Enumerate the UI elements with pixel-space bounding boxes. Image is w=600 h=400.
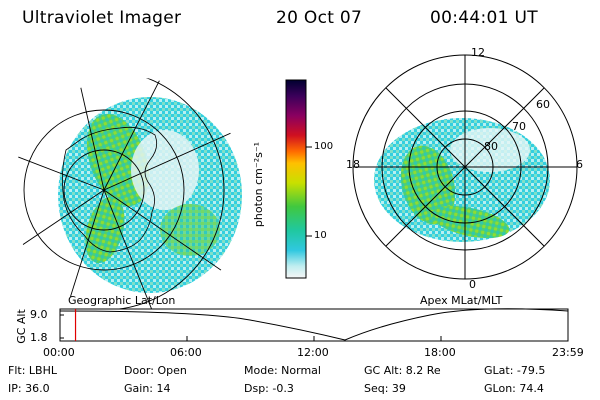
colorbar [285, 79, 312, 279]
timeline-ylabel: GC Alt [14, 309, 28, 344]
gc-alt-curve [59, 308, 569, 341]
mlat-label-60: 60 [536, 98, 550, 111]
timeline-panel [59, 308, 569, 342]
dsp-info: Dsp: -0.3 [244, 382, 294, 395]
timeline-xtick-1800: 18:00 [424, 346, 456, 359]
gain-info: Gain: 14 [124, 382, 171, 395]
timeline-xtick-0000: 00:00 [43, 346, 75, 359]
timeline-xtick-0600: 06:00 [170, 346, 202, 359]
seq-info: Seq: 39 [364, 382, 406, 395]
colorbar-tick-10: 10 [314, 230, 327, 241]
coastline [62, 126, 158, 253]
right-map [352, 54, 578, 280]
mlt-label-0: 0 [469, 278, 476, 291]
colorbar-tick-100: 100 [314, 141, 334, 152]
timeline-xtick-1200: 12:00 [297, 346, 329, 359]
mlt-label-12: 12 [471, 46, 485, 59]
door-info: Door: Open [124, 364, 187, 377]
timeline-ytick-low: 1.8 [30, 331, 48, 344]
colorbar-label: photon cm⁻²s⁻¹ [252, 141, 266, 228]
time-label: 00:44:01 UT [430, 8, 538, 28]
mlat-label-80: 80 [484, 140, 498, 153]
left-map [12, 77, 248, 313]
left-map-caption: Geographic Lat/Lon [68, 294, 176, 307]
timeline-xtick-2359: 23:59 [552, 346, 584, 359]
glon-info: GLon: 74.4 [484, 382, 544, 395]
timeline-ytick-high: 9.0 [30, 308, 48, 321]
mlat-label-70: 70 [512, 120, 526, 133]
instrument-title: Ultraviolet Imager [22, 8, 182, 28]
right-map-caption: Apex MLat/MLT [420, 294, 503, 307]
mlt-label-18: 18 [346, 158, 360, 171]
date-label: 20 Oct 07 [276, 8, 363, 28]
gc-alt-info: GC Alt: 8.2 Re [364, 364, 441, 377]
glat-info: GLat: -79.5 [484, 364, 546, 377]
mlt-label-6: 6 [576, 158, 583, 171]
filter-info: Flt: LBHL [8, 364, 57, 377]
mode-info: Mode: Normal [244, 364, 321, 377]
ip-info: IP: 36.0 [8, 382, 50, 395]
